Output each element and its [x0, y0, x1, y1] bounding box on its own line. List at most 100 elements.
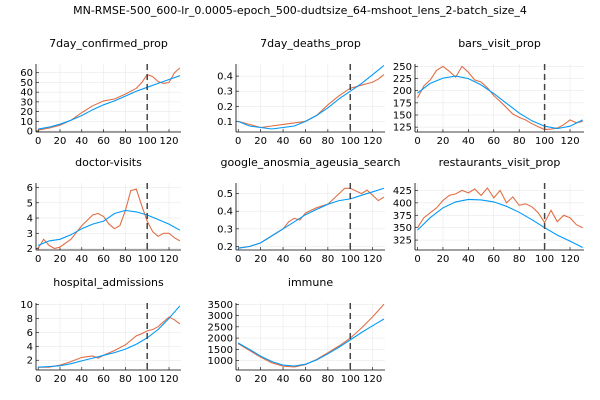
x-tick-label: 120	[159, 254, 178, 265]
x-tick-label: 40	[75, 254, 88, 265]
x-tick-label: 60	[299, 254, 312, 265]
x-tick-label: 40	[75, 136, 88, 147]
x-tick-label: 40	[277, 136, 290, 147]
x-tick-label: 0	[414, 136, 420, 147]
x-tick-label: 40	[75, 374, 88, 385]
y-tick-label: 2	[27, 356, 33, 367]
x-tick-label: 80	[119, 136, 132, 147]
x-tick-label: 20	[54, 136, 67, 147]
subplot-title: google_anosmia_ageusia_search	[221, 156, 401, 169]
x-tick-label: 40	[462, 254, 475, 265]
y-tick-label: 0.2	[217, 102, 233, 113]
x-tick-label: 20	[437, 254, 450, 265]
series-line-actual	[417, 187, 583, 229]
y-tick-label: 20	[20, 107, 33, 118]
x-tick-label: 0	[235, 136, 241, 147]
x-tick-label: 20	[437, 136, 450, 147]
x-tick-label: 0	[235, 374, 241, 385]
y-tick-label: 400	[393, 198, 412, 209]
series-line-predicted	[237, 65, 385, 130]
x-tick-label: 60	[97, 254, 110, 265]
x-tick-label: 20	[54, 374, 67, 385]
y-tick-label: 150	[393, 111, 412, 122]
series-line-predicted	[37, 209, 181, 246]
x-tick-label: 60	[299, 136, 312, 147]
y-tick-label: 0.3	[217, 224, 233, 235]
series-line-actual	[238, 187, 385, 249]
x-tick-label: 80	[119, 254, 132, 265]
series-line-actual	[37, 188, 181, 250]
x-tick-label: 120	[560, 254, 579, 265]
subplot-title: 7day_deaths_prop	[260, 37, 361, 50]
y-tick-label: 0.4	[217, 72, 233, 83]
subplot-title: restaurants_visit_prop	[439, 156, 561, 169]
x-tick-label: 120	[363, 254, 382, 265]
x-tick-label: 60	[299, 374, 312, 385]
series-line-predicted	[417, 198, 583, 248]
x-tick-label: 100	[341, 254, 360, 265]
x-tick-label: 80	[321, 136, 334, 147]
y-tick-label: 350	[393, 223, 412, 234]
y-tick-label: 325	[393, 236, 412, 247]
series-line-predicted	[238, 187, 385, 249]
subplot-6: restaurants_visit_prop 0 20 40 60 80 100 120 325…	[393, 156, 584, 265]
subplot-title: immune	[288, 276, 333, 289]
subplot-5: google_anosmia_ageusia_search 0 20 40 60 80 10…	[217, 156, 400, 265]
y-tick-label: 50	[20, 78, 33, 89]
x-tick-label: 120	[159, 136, 178, 147]
series-line-actual	[38, 316, 181, 368]
x-tick-label: 80	[321, 374, 334, 385]
x-tick-label: 100	[535, 136, 554, 147]
y-tick-label: 0.2	[217, 242, 233, 253]
x-tick-label: 0	[35, 136, 41, 147]
x-tick-label: 40	[277, 374, 290, 385]
x-tick-label: 0	[35, 374, 41, 385]
y-tick-label: 375	[393, 211, 412, 222]
x-tick-label: 100	[138, 374, 157, 385]
y-tick-label: 175	[393, 98, 412, 109]
series-line-predicted	[38, 305, 181, 368]
series-line-actual	[238, 74, 385, 129]
x-tick-label: 0	[235, 254, 241, 265]
y-tick-label: 0.5	[217, 189, 233, 200]
x-tick-label: 80	[119, 374, 132, 385]
y-tick-label: 1000	[208, 356, 233, 367]
subplot-4: doctor-visits 0 20 40 60 80 100 120 2 3 4 5 6	[27, 156, 181, 265]
x-tick-label: 40	[277, 254, 290, 265]
y-tick-label: 2000	[208, 334, 233, 345]
y-tick-label: 425	[393, 186, 412, 197]
x-tick-label: 100	[535, 254, 554, 265]
x-tick-label: 40	[462, 136, 475, 147]
y-tick-label: 125	[393, 123, 412, 134]
y-tick-label: 40	[20, 88, 33, 99]
x-tick-label: 100	[138, 136, 157, 147]
subplot-title: bars_visit_prop	[458, 37, 541, 50]
figure-title: MN-RMSE-500_600-lr_0.0005-epoch_500-dudt…	[73, 4, 527, 17]
y-tick-label: 0.1	[217, 117, 233, 128]
y-tick-label: 10	[20, 300, 33, 311]
x-tick-label: 0	[414, 254, 420, 265]
y-tick-label: 8	[27, 314, 33, 325]
subplot-title: hospital_admissions	[53, 276, 164, 289]
x-tick-label: 60	[487, 136, 500, 147]
series-line-predicted	[38, 75, 181, 130]
x-tick-label: 20	[54, 254, 67, 265]
x-tick-label: 20	[254, 254, 267, 265]
x-tick-label: 60	[97, 374, 110, 385]
x-tick-label: 0	[35, 254, 41, 265]
x-tick-label: 120	[560, 136, 579, 147]
x-tick-label: 20	[254, 374, 267, 385]
series-line-predicted	[417, 75, 583, 130]
x-tick-label: 100	[138, 254, 157, 265]
x-tick-label: 120	[159, 374, 178, 385]
y-tick-label: 60	[20, 68, 33, 79]
x-tick-label: 100	[341, 374, 360, 385]
x-tick-label: 80	[321, 254, 334, 265]
x-tick-label: 60	[97, 136, 110, 147]
x-tick-label: 60	[487, 254, 500, 265]
y-tick-label: 0	[27, 127, 33, 138]
y-tick-label: 5	[27, 198, 33, 209]
y-tick-label: 2	[27, 244, 33, 255]
